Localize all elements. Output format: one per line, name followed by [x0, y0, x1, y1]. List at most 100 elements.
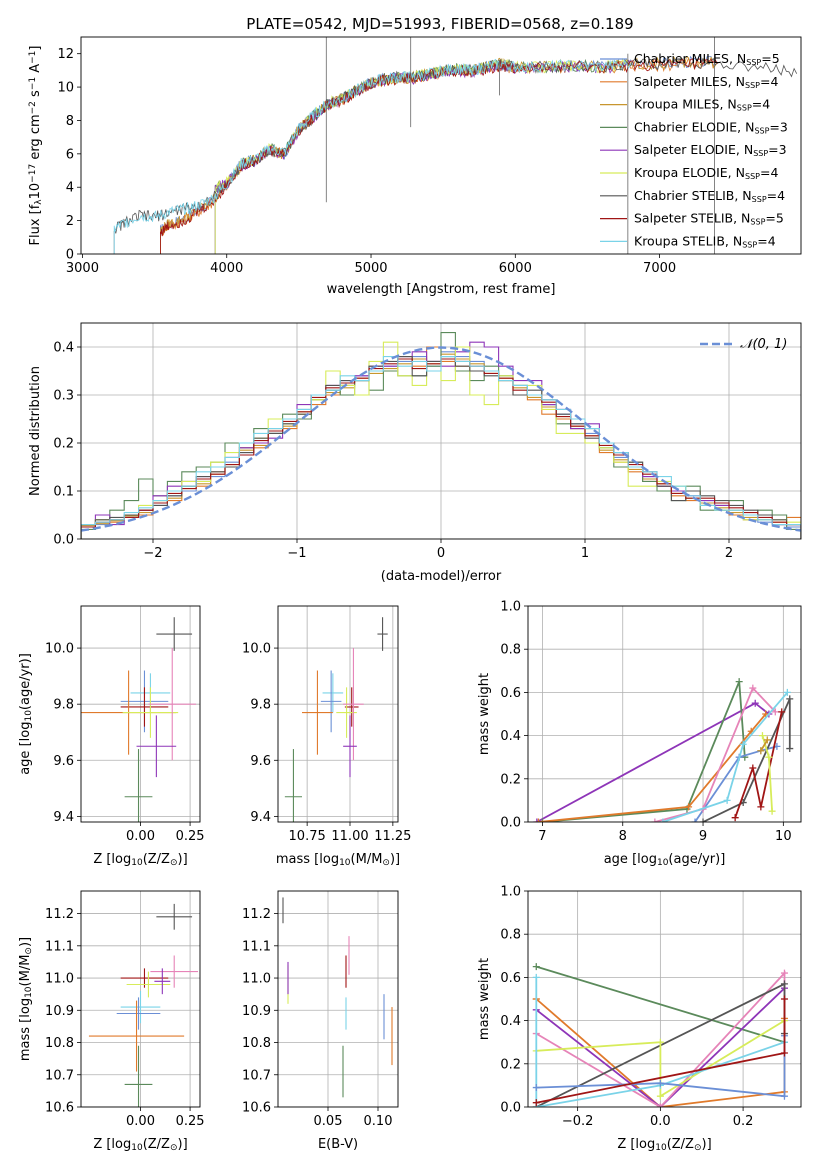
- axis-label-part: −2: [28, 101, 38, 114]
- weight-marker: [778, 708, 786, 716]
- y-tick-label: 11.2: [242, 907, 271, 922]
- weight-marker: [691, 818, 699, 822]
- weight-marker: [783, 688, 791, 696]
- gaussian-curve: [81, 346, 801, 532]
- y-tick-label: 0.8: [500, 643, 521, 658]
- x-tick-label: 7: [538, 829, 546, 844]
- panel-residuals: −2 −1 0 1 2 0.0 0.1 0.2 0.3 0.4 Normed distributio…: [28, 322, 802, 584]
- error-bar-point: [320, 670, 342, 733]
- y-axis-label: Flux [fλ10−17 erg cm−2 s−1 A−1]: [28, 46, 44, 246]
- error-bar-point: [120, 990, 161, 1024]
- axes-frame: [527, 890, 802, 1108]
- legend-nssp-eq: =: [761, 51, 771, 66]
- weight-marker: [532, 973, 540, 981]
- axis-label-part: λ: [34, 199, 44, 205]
- y-tick-label: 10.7: [242, 1068, 271, 1083]
- plot-area: [278, 891, 398, 1107]
- legend-nssp-sub: SSP: [742, 240, 757, 249]
- axis-label-part: ⊙: [694, 1143, 702, 1153]
- weight-marker: [765, 753, 773, 761]
- axis-label-part: Z [log: [93, 852, 131, 867]
- axis-label-part: 10: [339, 858, 351, 868]
- weight-marker: [659, 818, 667, 822]
- weight-marker: [780, 995, 788, 1003]
- weight-marker: [651, 818, 659, 822]
- weight-marker: [780, 980, 788, 988]
- error-bar-point: [377, 617, 388, 651]
- x-tick-label: 0.05: [314, 1114, 343, 1129]
- plot-area: [81, 323, 801, 539]
- axis-label: Z [log10(Z/Z⊙)]: [93, 852, 187, 868]
- weight-series: [694, 745, 778, 822]
- weight-series: [542, 681, 746, 822]
- legend-entry: Chabrier STELIB, NSSP=4: [634, 188, 785, 204]
- y-tick-label: 0.2: [53, 437, 74, 452]
- y-tick-label: 10.9: [242, 1004, 271, 1019]
- legend-entry: Kroupa ELODIE, NSSP=4: [634, 165, 778, 181]
- weight-marker: [656, 1103, 664, 1107]
- y-axis-label: Normed distribution: [28, 366, 43, 496]
- error-bar-point: [136, 715, 177, 778]
- weight-marker: [723, 796, 731, 804]
- x-tick-label: 0.00: [126, 829, 155, 844]
- y-tick-label: 9.8: [53, 698, 74, 713]
- x-tick-label: 10.75: [289, 829, 326, 844]
- x-tick-label: 8: [619, 829, 627, 844]
- x-tick-label: 0.25: [176, 1114, 205, 1129]
- y-tick-label: 10.8: [45, 1036, 74, 1051]
- plot-area: [528, 606, 801, 822]
- legend-nssp-value: 4: [770, 74, 778, 89]
- axis-label-part: (Z/Z: [143, 852, 170, 867]
- error-bar-point: [150, 955, 199, 988]
- figure-title: PLATE=0542, MJD=51993, FIBERID=0568, z=0…: [246, 15, 633, 33]
- error-bar-point: [156, 903, 193, 930]
- weight-marker: [534, 818, 542, 822]
- x-tick-label: 0.2: [733, 1114, 754, 1129]
- weight-series: [535, 977, 785, 1107]
- axis-label-part: )]: [178, 1137, 188, 1152]
- y-tick-label: 0.8: [500, 928, 521, 943]
- error-bar-point: [344, 687, 359, 727]
- axis-label-part: −17: [28, 164, 38, 183]
- weight-marker: [656, 1038, 664, 1046]
- y-tick-label: 0.2: [500, 772, 521, 787]
- weight-marker: [532, 963, 540, 971]
- legend-nssp-sub: SSP: [746, 58, 761, 67]
- plot-area: [278, 606, 398, 822]
- axis-label-part: 10: [28, 183, 43, 200]
- y-tick-label: 10.7: [45, 1068, 74, 1083]
- legend-nssp-value: 4: [777, 188, 785, 203]
- weight-marker: [739, 740, 747, 748]
- plot-area: [113, 37, 798, 254]
- axis-label: mass [log10(M/M⊙)]: [276, 852, 400, 868]
- legend-series-name: Salpeter STELIB: [634, 211, 733, 226]
- legend: 𝒩(0, 1): [700, 337, 787, 352]
- legend-entry: Chabrier ELODIE, NSSP=3: [634, 119, 788, 135]
- legend-series-name: Kroupa STELIB: [634, 233, 725, 248]
- axes-frame: [80, 605, 201, 823]
- weight-marker: [731, 814, 739, 822]
- legend-nssp-label: , N: [719, 97, 736, 112]
- x-axis-label: E(B-V): [318, 1137, 358, 1152]
- legend-nssp-label: , N: [728, 165, 745, 180]
- axis-label-part: Flux [f: [28, 204, 43, 245]
- axis-label-part: (Z/Z: [143, 1137, 170, 1152]
- weight-series: [654, 686, 776, 822]
- x-tick-label: 11.25: [374, 829, 411, 844]
- y-tick-label: 0.0: [53, 533, 74, 548]
- legend-nssp-label: , N: [737, 119, 754, 134]
- weight-series: [734, 711, 783, 819]
- legend-nssp-label: , N: [736, 142, 753, 157]
- legend-nssp-label: , N: [728, 74, 745, 89]
- legend-series-name: Kroupa ELODIE: [634, 165, 728, 180]
- spectrum-series: [113, 58, 632, 254]
- legend-nssp-sub: SSP: [737, 104, 752, 113]
- legend-nssp-eq: =: [752, 97, 762, 112]
- legend-nssp-label: , N: [729, 51, 746, 66]
- axis-label-part: 10: [131, 1143, 143, 1153]
- y-tick-label: 9.4: [53, 810, 74, 825]
- weight-marker: [780, 1092, 788, 1100]
- y-tick-label: 9.6: [53, 754, 74, 769]
- weight-series: [662, 691, 789, 822]
